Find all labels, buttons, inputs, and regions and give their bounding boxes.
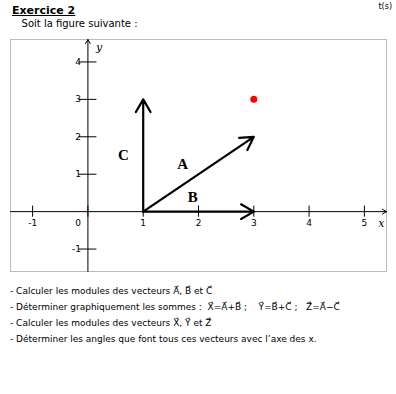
html-text:- Déterminer graphiquement les: - Déterminer graphiquement les sommes : … <box>10 302 340 312</box>
svg-text:B⃗: B⃗ <box>188 189 210 205</box>
svg-text:3: 3 <box>75 94 81 104</box>
svg-text:5: 5 <box>362 218 368 228</box>
svg-text:2: 2 <box>75 132 81 142</box>
html-text:t(s): t(s) <box>378 2 392 11</box>
svg-text:4: 4 <box>306 218 312 228</box>
html-text:- Déterminer les angles que fo: - Déterminer les angles que font tous ce… <box>10 334 317 344</box>
svg-text:2: 2 <box>196 218 202 228</box>
svg-text:-1: -1 <box>28 218 37 228</box>
svg-text:4: 4 <box>75 57 81 67</box>
svg-text:x: x <box>378 217 385 230</box>
svg-text:1: 1 <box>75 169 81 179</box>
svg-text:0: 0 <box>75 218 81 228</box>
svg-text:3: 3 <box>251 218 257 228</box>
svg-text:A⃗: A⃗ <box>177 156 200 172</box>
html-text:- Calculer les modules des vec: - Calculer les modules des vecteurs A⃗, … <box>10 286 213 296</box>
svg-text:C⃗: C⃗ <box>118 147 141 163</box>
svg-text:1: 1 <box>140 218 146 228</box>
html-text:Exercice 2: Exercice 2 <box>12 4 76 17</box>
html-text:- Calculer les modules des vec: - Calculer les modules des vecteurs X⃗, … <box>10 318 212 328</box>
html-text:Soit la figure suivante :: Soit la figure suivante : <box>12 18 138 29</box>
svg-text:y: y <box>95 41 103 54</box>
svg-text:-1: -1 <box>72 244 81 254</box>
